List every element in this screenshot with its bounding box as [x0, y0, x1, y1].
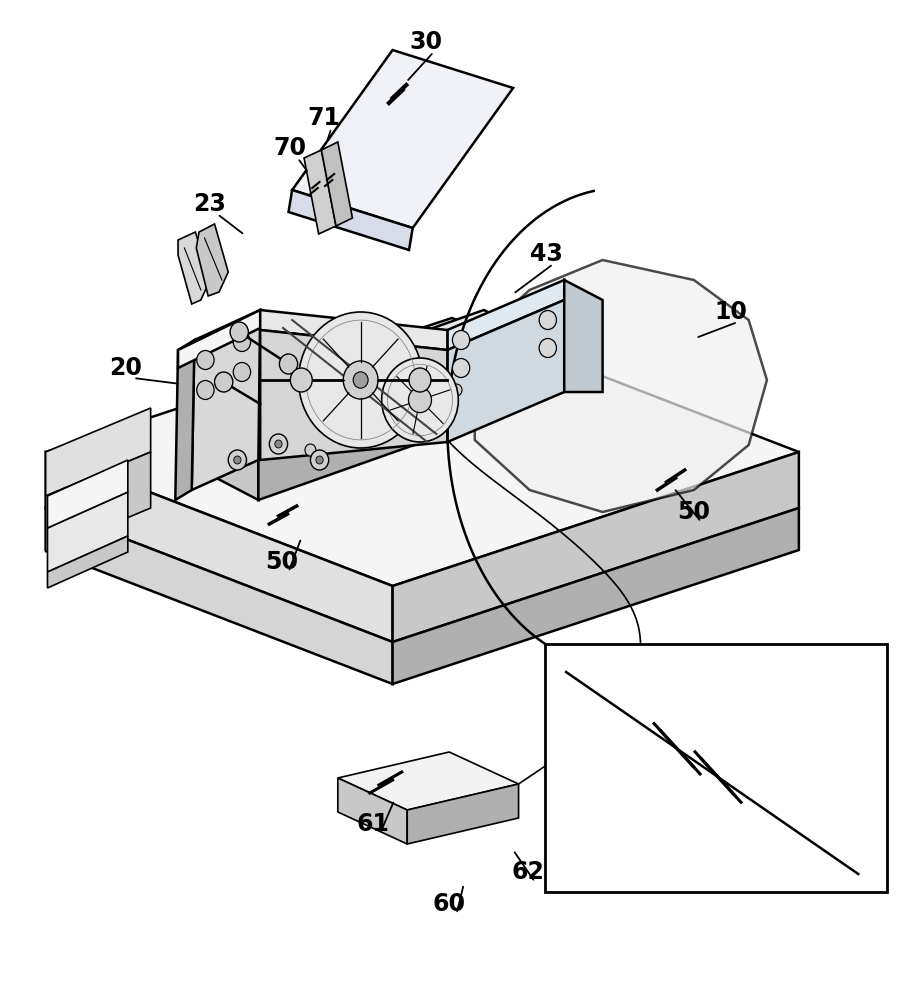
Polygon shape	[564, 280, 603, 392]
Circle shape	[197, 351, 214, 369]
Circle shape	[234, 332, 250, 352]
Circle shape	[353, 372, 368, 388]
Circle shape	[382, 358, 458, 442]
Polygon shape	[260, 310, 447, 350]
Circle shape	[408, 387, 432, 413]
Circle shape	[539, 338, 556, 358]
Text: 70: 70	[274, 136, 307, 160]
Text: 50: 50	[677, 500, 710, 524]
Circle shape	[343, 361, 378, 399]
Text: 20: 20	[110, 356, 142, 380]
Polygon shape	[447, 280, 564, 350]
Polygon shape	[393, 452, 799, 642]
Circle shape	[230, 322, 248, 342]
Polygon shape	[47, 536, 128, 588]
Circle shape	[279, 354, 298, 374]
Polygon shape	[304, 150, 336, 234]
Polygon shape	[338, 752, 519, 810]
Text: 61: 61	[356, 812, 389, 836]
Circle shape	[215, 372, 233, 392]
Circle shape	[409, 368, 431, 392]
Polygon shape	[47, 492, 128, 572]
Circle shape	[452, 359, 469, 377]
Polygon shape	[321, 142, 352, 226]
Text: 10: 10	[714, 300, 747, 324]
Circle shape	[234, 362, 250, 381]
Polygon shape	[393, 508, 799, 684]
Text: 23: 23	[194, 192, 226, 216]
Polygon shape	[46, 408, 151, 496]
Polygon shape	[260, 330, 447, 460]
Polygon shape	[258, 352, 564, 500]
Bar	[545, 644, 887, 892]
Circle shape	[299, 312, 423, 448]
Text: 30: 30	[410, 30, 443, 54]
Text: 43: 43	[530, 242, 562, 266]
Polygon shape	[175, 340, 194, 500]
Polygon shape	[46, 318, 799, 586]
Polygon shape	[178, 232, 210, 304]
Circle shape	[539, 310, 556, 330]
Polygon shape	[178, 310, 564, 460]
Circle shape	[451, 384, 462, 396]
Polygon shape	[46, 452, 393, 642]
Text: 62: 62	[511, 860, 544, 884]
Polygon shape	[447, 300, 564, 442]
Circle shape	[290, 368, 312, 392]
Text: 71: 71	[308, 106, 341, 130]
Polygon shape	[196, 224, 228, 296]
Polygon shape	[407, 784, 519, 844]
Polygon shape	[338, 778, 407, 844]
Polygon shape	[192, 310, 260, 490]
Circle shape	[341, 426, 352, 438]
Polygon shape	[178, 418, 258, 500]
Circle shape	[228, 450, 247, 470]
Polygon shape	[46, 508, 393, 684]
Polygon shape	[289, 190, 413, 250]
Text: 60: 60	[433, 892, 466, 916]
Circle shape	[452, 330, 469, 350]
Polygon shape	[46, 452, 151, 552]
Circle shape	[275, 440, 282, 448]
Circle shape	[310, 450, 329, 470]
Circle shape	[269, 434, 288, 454]
Text: 50: 50	[265, 550, 298, 574]
Polygon shape	[475, 260, 767, 512]
Circle shape	[305, 444, 316, 456]
Polygon shape	[47, 460, 128, 528]
Polygon shape	[292, 50, 513, 228]
Polygon shape	[178, 310, 260, 368]
Circle shape	[316, 456, 323, 464]
Circle shape	[197, 380, 214, 399]
Circle shape	[234, 456, 241, 464]
